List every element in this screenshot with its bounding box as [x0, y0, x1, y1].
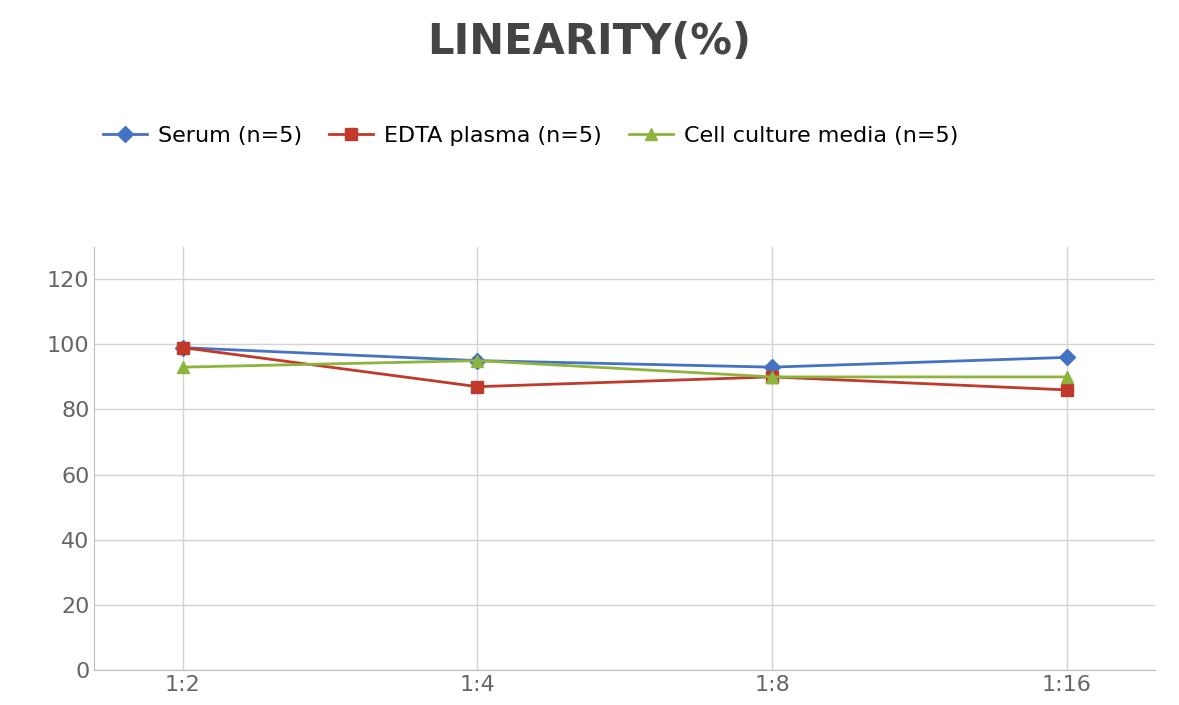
- Serum (n=5): [1060, 353, 1074, 362]
- Line: Cell culture media (n=5): Cell culture media (n=5): [177, 355, 1073, 383]
- EDTA plasma (n=5): [470, 382, 485, 391]
- Cell culture media (n=5): [176, 363, 190, 372]
- Serum (n=5): [470, 357, 485, 365]
- EDTA plasma (n=5): [765, 373, 779, 381]
- Cell culture media (n=5): [1060, 373, 1074, 381]
- Legend: Serum (n=5), EDTA plasma (n=5), Cell culture media (n=5): Serum (n=5), EDTA plasma (n=5), Cell cul…: [93, 117, 968, 154]
- EDTA plasma (n=5): [176, 343, 190, 352]
- Line: EDTA plasma (n=5): EDTA plasma (n=5): [177, 342, 1073, 396]
- Serum (n=5): [176, 343, 190, 352]
- EDTA plasma (n=5): [1060, 386, 1074, 394]
- Cell culture media (n=5): [765, 373, 779, 381]
- Text: LINEARITY(%): LINEARITY(%): [428, 21, 751, 63]
- Line: Serum (n=5): Serum (n=5): [177, 342, 1073, 373]
- Cell culture media (n=5): [470, 357, 485, 365]
- Serum (n=5): [765, 363, 779, 372]
